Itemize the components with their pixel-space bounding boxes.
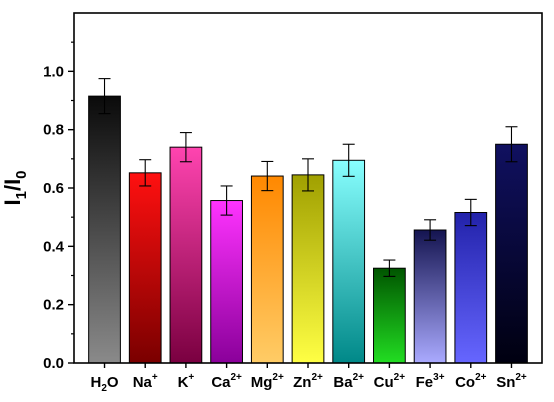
y-axis-ticks: 0.0 0.2 0.4 0.6 0.8 1.0 bbox=[43, 41, 74, 372]
x-tick-label-10: Sn2+ bbox=[496, 372, 527, 391]
bars-layer bbox=[88, 95, 528, 364]
error-bar-8 bbox=[424, 219, 437, 241]
y-tick-label-2: 0.4 bbox=[43, 238, 65, 255]
y-tick-label-1: 0.2 bbox=[43, 297, 64, 314]
bar-2 bbox=[169, 146, 203, 364]
error-bar-2 bbox=[179, 132, 192, 163]
x-tick-label-7: Cu2+ bbox=[374, 372, 406, 391]
x-axis-ticks bbox=[103, 363, 513, 368]
bar-3 bbox=[210, 200, 243, 364]
error-bar-9 bbox=[464, 198, 477, 227]
x-tick-label-3: Ca2+ bbox=[211, 372, 242, 391]
x-tick-label-0: H2O bbox=[90, 374, 118, 394]
bar-0 bbox=[88, 95, 121, 364]
bar-9 bbox=[454, 212, 488, 364]
error-bars-layer bbox=[98, 78, 518, 277]
bar-8 bbox=[413, 229, 447, 364]
y-tick-label-4: 0.8 bbox=[43, 122, 64, 139]
x-tick-label-5: Zn2+ bbox=[293, 372, 323, 391]
error-bar-5 bbox=[302, 158, 314, 192]
y-tick-label-0: 0.0 bbox=[43, 355, 64, 372]
bar-5 bbox=[291, 174, 325, 364]
bar-1 bbox=[128, 172, 162, 364]
x-tick-label-8: Fe3+ bbox=[416, 372, 445, 391]
x-tick-label-9: Co2+ bbox=[455, 372, 487, 391]
error-bar-4 bbox=[261, 160, 274, 192]
x-tick-label-1: Na+ bbox=[133, 372, 158, 391]
y-axis-title-base: I bbox=[0, 199, 25, 205]
y-tick-label-5: 1.0 bbox=[43, 63, 64, 80]
x-axis-category-labels: H2O Na+ K+ Ca2+ Mg2+ Zn2+ Ba2+ Cu2+ Fe3+ Co2+ Sn2+ bbox=[90, 372, 526, 394]
x-tick-label-4: Mg2+ bbox=[251, 372, 284, 391]
error-bar-10 bbox=[505, 126, 518, 163]
y-axis-title: I1/I0 bbox=[0, 170, 30, 205]
error-bar-7 bbox=[383, 259, 396, 277]
bar-10 bbox=[495, 143, 528, 364]
y-axis-title-sub1: 1 bbox=[13, 191, 30, 199]
y-axis-title-mid: /I bbox=[0, 179, 25, 191]
x-tick-label-2: K+ bbox=[178, 372, 195, 391]
y-tick-label-3: 0.6 bbox=[43, 180, 64, 197]
bar-7 bbox=[373, 267, 406, 364]
y-axis-title-sub2: 0 bbox=[13, 170, 30, 178]
error-bar-0 bbox=[98, 78, 111, 115]
error-bar-1 bbox=[139, 159, 152, 187]
error-bar-6 bbox=[342, 143, 355, 177]
bar-6 bbox=[332, 159, 366, 364]
x-tick-label-6: Ba2+ bbox=[333, 372, 364, 391]
bar-4 bbox=[250, 175, 284, 364]
error-bar-3 bbox=[220, 185, 233, 216]
